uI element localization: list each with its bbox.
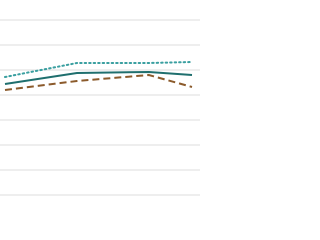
series-line (4, 70, 193, 85)
chart (0, 19, 200, 196)
series-line (4, 73, 193, 91)
series-line (4, 61, 193, 78)
